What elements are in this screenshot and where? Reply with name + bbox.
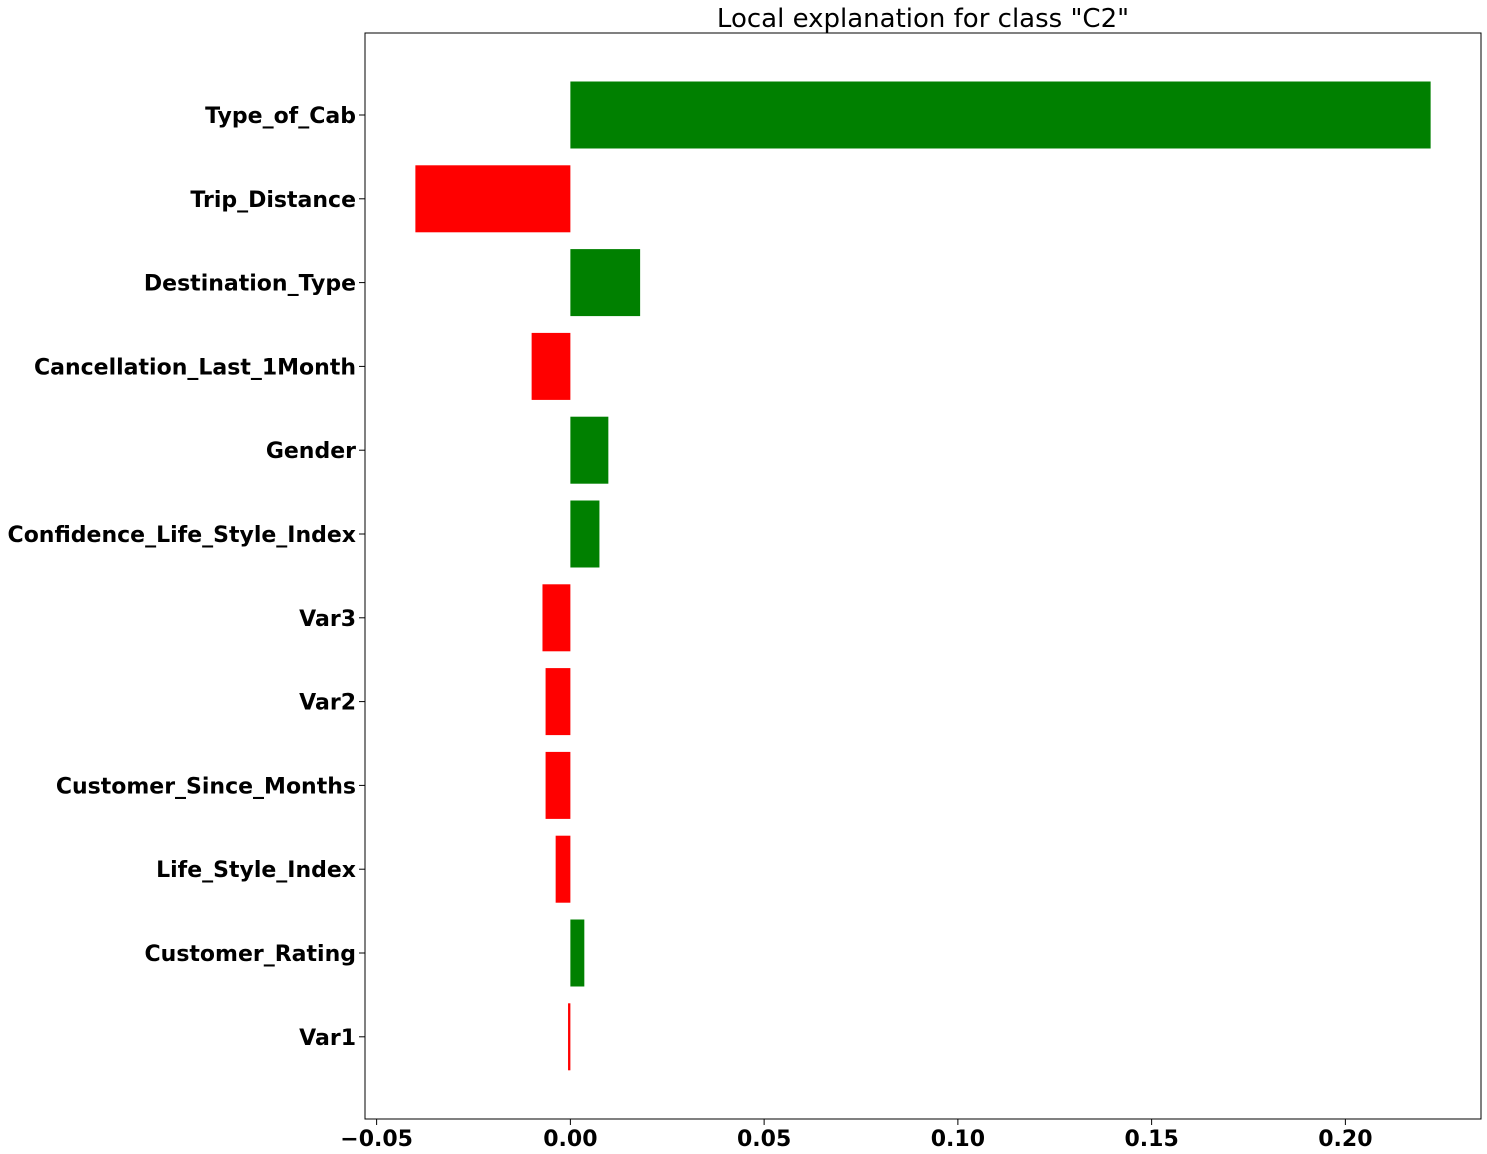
y-tick-label: Trip_Distance [190, 188, 356, 213]
chart-title: Local explanation for class "C2" [717, 4, 1129, 34]
bar-trip-distance [415, 165, 571, 233]
bars-group [415, 81, 1431, 1071]
bar-type-of-cab [570, 81, 1431, 149]
y-tick-label: Type_of_Cab [205, 104, 356, 129]
x-tick-label: −0.05 [340, 1127, 413, 1152]
bar-confidence-life-style-index [570, 500, 600, 568]
bar-gender [570, 416, 609, 484]
x-tick-label: 0.20 [1318, 1127, 1372, 1152]
y-tick-label: Var3 [299, 607, 356, 632]
bar-life-style-index [555, 835, 571, 903]
x-tick-label: 0.00 [543, 1127, 597, 1152]
bar-customer-since-months [545, 751, 571, 819]
x-tick-label: 0.10 [931, 1127, 985, 1152]
bar-cancellation-last-1month [531, 332, 571, 400]
y-tick-label: Confidence_Life_Style_Index [8, 523, 356, 548]
x-tick-label: 0.15 [1124, 1127, 1178, 1152]
y-axis-ticks: Type_of_Cab Trip_Distance Destination_Type… [8, 104, 365, 1051]
y-tick-label: Var1 [299, 1026, 356, 1051]
bar-destination-type [570, 249, 641, 317]
y-tick-label: Cancellation_Last_1Month [34, 355, 356, 380]
y-tick-label: Var2 [299, 691, 356, 716]
x-axis-ticks: −0.05 0.00 0.05 0.10 0.15 0.20 [340, 1119, 1373, 1152]
y-tick-label: Customer_Since_Months [56, 774, 356, 799]
bar-customer-rating [570, 919, 585, 987]
bar-var3 [542, 584, 571, 652]
x-tick-label: 0.05 [737, 1127, 791, 1152]
y-tick-label: Gender [266, 439, 356, 464]
bar-var2 [545, 668, 571, 736]
y-tick-label: Destination_Type [144, 272, 356, 297]
plot-frame [364, 32, 1482, 1120]
y-tick-label: Customer_Rating [145, 942, 356, 967]
y-tick-label: Life_Style_Index [156, 858, 356, 883]
bar-var1 [568, 1003, 571, 1071]
